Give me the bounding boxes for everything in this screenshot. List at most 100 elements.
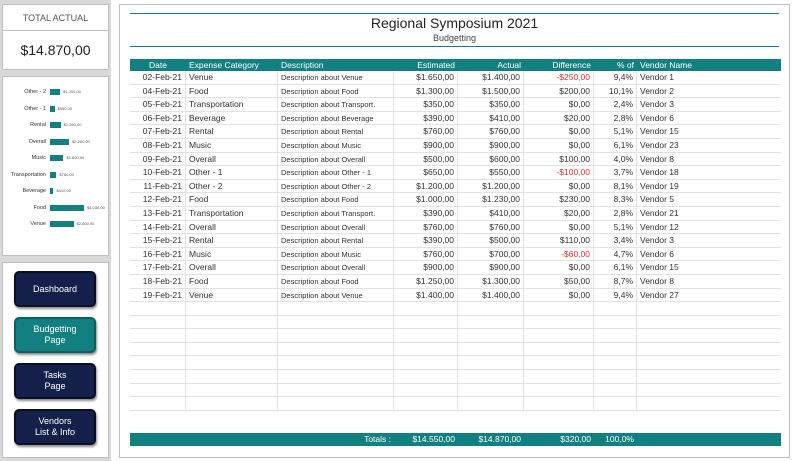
cell-actual[interactable]: $1.200,00 — [458, 179, 524, 193]
cell-category[interactable]: Overall — [186, 261, 278, 274]
empty-cell[interactable] — [458, 302, 524, 315]
cell-estimated[interactable]: $1.300,00 — [394, 84, 458, 98]
empty-cell[interactable] — [278, 315, 394, 329]
table-row[interactable]: 17-Feb-21 Overall Description about Overal… — [130, 261, 781, 275]
cell-description[interactable]: Description about Food — [278, 193, 394, 206]
cell-actual[interactable]: $1.230,00 — [458, 193, 524, 206]
cell-date[interactable]: 05-Feb-21 — [130, 98, 186, 111]
empty-cell[interactable] — [186, 370, 278, 383]
cell-difference[interactable]: $0,00 — [524, 261, 594, 274]
cell-description[interactable]: Description about Overall — [278, 152, 394, 166]
table-row[interactable]: 10-Feb-21 Other - 1 Description about Othe… — [130, 166, 781, 180]
cell-description[interactable]: Description about Overall — [278, 261, 394, 274]
empty-cell[interactable] — [278, 302, 394, 315]
cell-estimated[interactable]: $1.400,00 — [394, 288, 458, 302]
empty-cell[interactable] — [637, 343, 781, 356]
cell-vendor[interactable]: Vendor 2 — [640, 85, 675, 96]
cell-vendor[interactable]: Vendor 6 — [640, 112, 675, 123]
cell-category[interactable]: Overall — [186, 152, 278, 166]
cell-percent[interactable]: 2,4% — [594, 98, 637, 111]
empty-cell[interactable] — [394, 356, 458, 370]
cell-description[interactable]: Description about Transport. — [278, 206, 394, 220]
empty-cell[interactable] — [458, 356, 524, 370]
empty-cell[interactable] — [594, 397, 637, 410]
empty-cell[interactable] — [130, 356, 186, 370]
cell-category[interactable]: Music — [186, 247, 278, 261]
cell-percent[interactable]: 4,0% — [594, 152, 637, 166]
cell-vendor[interactable]: Vendor 27 — [640, 289, 679, 300]
table-row[interactable]: 09-Feb-21 Overall Description about Overal… — [130, 152, 781, 167]
cell-date[interactable]: 02-Feb-21 — [130, 71, 186, 84]
cell-date[interactable]: 13-Feb-21 — [130, 206, 186, 220]
cell-description[interactable]: Description about Venue — [278, 71, 394, 84]
cell-difference[interactable]: $20,00 — [524, 111, 594, 125]
empty-cell[interactable] — [524, 356, 594, 370]
tasks-page-button[interactable]: Tasks Page — [14, 363, 96, 399]
cell-vendor[interactable]: Vendor 18 — [640, 167, 679, 178]
empty-cell[interactable] — [594, 383, 637, 397]
empty-cell[interactable] — [130, 397, 186, 410]
cell-percent[interactable]: 8,3% — [594, 193, 637, 206]
cell-percent[interactable]: 5,1% — [594, 125, 637, 138]
empty-cell[interactable] — [186, 329, 278, 342]
empty-cell[interactable] — [594, 315, 637, 329]
cell-difference[interactable]: $110,00 — [524, 234, 594, 247]
empty-cell[interactable] — [637, 329, 781, 342]
empty-cell[interactable] — [524, 342, 594, 356]
cell-difference[interactable]: $0,00 — [524, 125, 594, 138]
cell-difference[interactable]: $200,00 — [524, 84, 594, 98]
empty-cell[interactable] — [278, 356, 394, 370]
cell-estimated[interactable]: $760,00 — [394, 247, 458, 261]
cell-estimated[interactable]: $390,00 — [394, 234, 458, 247]
table-row[interactable]: 05-Feb-21 Transportation Description about… — [130, 98, 781, 112]
dashboard-button[interactable]: Dashboard — [14, 271, 96, 307]
cell-category[interactable]: Food — [186, 193, 278, 206]
cell-description[interactable]: Description about Food — [278, 84, 394, 98]
empty-row[interactable] — [130, 342, 781, 357]
empty-cell[interactable] — [278, 383, 394, 397]
cell-percent[interactable]: 6,1% — [594, 261, 637, 274]
cell-vendor[interactable]: Vendor 15 — [640, 262, 679, 273]
cell-date[interactable]: 11-Feb-21 — [130, 179, 186, 193]
cell-vendor[interactable]: Vendor 21 — [640, 207, 679, 218]
empty-cell[interactable] — [637, 370, 781, 383]
table-row[interactable]: 07-Feb-21 Rental Description about Rental $… — [130, 125, 781, 139]
cell-percent[interactable]: 8,1% — [594, 179, 637, 193]
cell-estimated[interactable]: $900,00 — [394, 138, 458, 152]
empty-cell[interactable] — [458, 342, 524, 356]
empty-cell[interactable] — [394, 383, 458, 397]
cell-estimated[interactable]: $900,00 — [394, 261, 458, 274]
empty-row[interactable] — [130, 370, 781, 384]
empty-cell[interactable] — [130, 302, 186, 315]
empty-cell[interactable] — [394, 370, 458, 383]
cell-difference[interactable]: -$250,00 — [524, 71, 594, 84]
cell-date[interactable]: 04-Feb-21 — [130, 84, 186, 98]
empty-cell[interactable] — [594, 342, 637, 356]
table-row[interactable]: 15-Feb-21 Rental Description about Rental $… — [130, 234, 781, 248]
cell-actual[interactable]: $900,00 — [458, 261, 524, 274]
empty-cell[interactable] — [524, 302, 594, 315]
cell-actual[interactable]: $350,00 — [458, 98, 524, 111]
cell-percent[interactable]: 5,1% — [594, 220, 637, 234]
empty-cell[interactable] — [278, 329, 394, 342]
cell-difference[interactable]: $0,00 — [524, 179, 594, 193]
cell-difference[interactable]: -$60,00 — [524, 247, 594, 261]
cell-date[interactable]: 15-Feb-21 — [130, 234, 186, 247]
cell-description[interactable]: Description about Food — [278, 274, 394, 288]
cell-category[interactable]: Transportation — [186, 98, 278, 111]
cell-category[interactable]: Rental — [186, 234, 278, 247]
empty-cell[interactable] — [130, 329, 186, 342]
cell-date[interactable]: 08-Feb-21 — [130, 138, 186, 152]
empty-cell[interactable] — [186, 302, 278, 315]
cell-date[interactable]: 18-Feb-21 — [130, 274, 186, 288]
table-row[interactable]: 13-Feb-21 Transportation Description about… — [130, 206, 781, 221]
cell-actual[interactable]: $550,00 — [458, 166, 524, 179]
table-row[interactable]: 18-Feb-21 Food Description about Food $1.25… — [130, 274, 781, 289]
empty-cell[interactable] — [394, 329, 458, 342]
empty-cell[interactable] — [594, 356, 637, 370]
cell-percent[interactable]: 9,4% — [594, 71, 637, 84]
empty-cell[interactable] — [186, 356, 278, 370]
cell-vendor[interactable]: Vendor 3 — [640, 99, 675, 110]
cell-category[interactable]: Transportation — [186, 206, 278, 220]
cell-vendor[interactable]: Vendor 8 — [640, 275, 675, 286]
